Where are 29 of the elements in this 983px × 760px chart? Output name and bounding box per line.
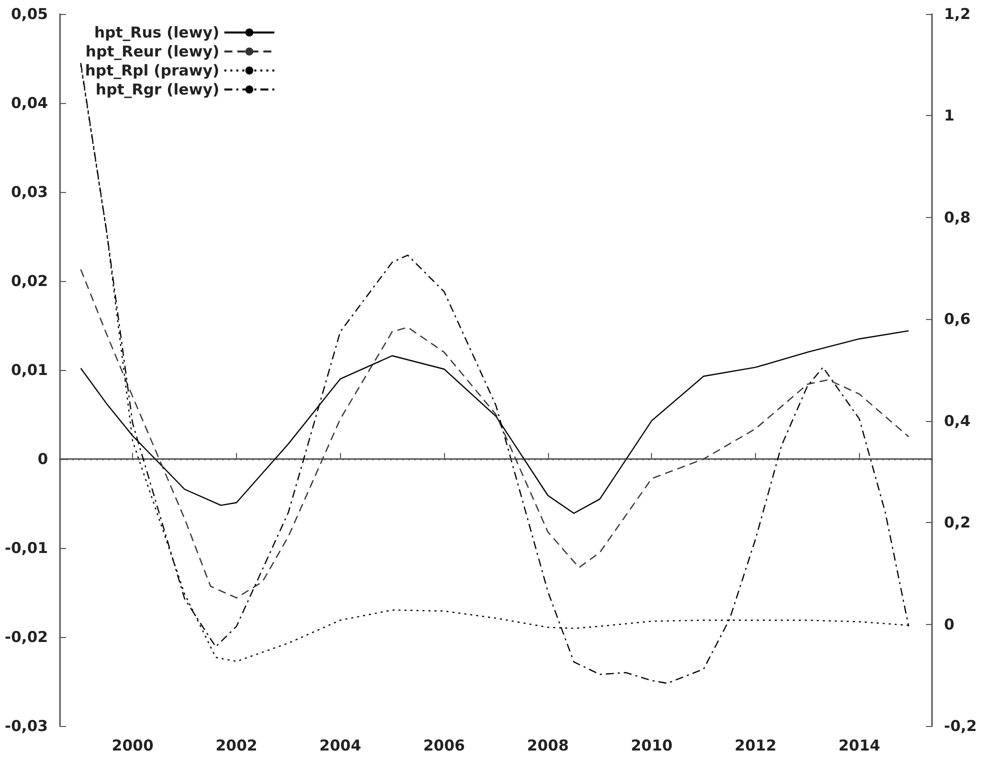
x-tick-label: 2012 (734, 736, 776, 754)
y-tick-label: 0,04 (10, 94, 48, 112)
y2-tick-label: 0,8 (944, 208, 971, 226)
x-tick-label: 2002 (216, 736, 258, 754)
y2-tick-label: 0 (944, 615, 954, 634)
y2-tick-label: 1,2 (944, 5, 971, 23)
y2-tick-label: 0,2 (944, 514, 971, 532)
x-tick-label: 2006 (423, 736, 465, 754)
y2-tick-label: 0,6 (944, 310, 971, 328)
y-tick-label: 0,02 (10, 272, 48, 290)
y-tick-label: 0,03 (10, 183, 48, 201)
legend-label: hpt_Rus (lewy) (94, 24, 220, 42)
y-tick-label: 0,01 (10, 361, 48, 379)
x-tick-label: 2008 (527, 736, 569, 754)
x-tick-label: 2004 (319, 736, 362, 754)
x-tick-label: 2010 (630, 736, 673, 754)
y-tick-label: -0,02 (4, 628, 48, 646)
y2-tick-label: -0,2 (944, 717, 977, 735)
y2-tick-label: 0,4 (944, 412, 971, 430)
y-tick-label: 0 (38, 450, 48, 468)
y-tick-label: -0,03 (4, 717, 48, 735)
y2-tick-label: 1 (944, 106, 954, 125)
legend-label: hpt_Rpl (prawy) (84, 62, 220, 80)
legend-label: hpt_Reur (lewy) (86, 42, 220, 60)
x-tick-label: 2000 (112, 736, 154, 754)
legend-label: hpt_Rgr (lewy) (96, 80, 220, 98)
x-tick-label: 2014 (838, 736, 880, 754)
y-tick-label: -0,01 (4, 539, 48, 557)
y-tick-label: 0,05 (10, 5, 48, 23)
